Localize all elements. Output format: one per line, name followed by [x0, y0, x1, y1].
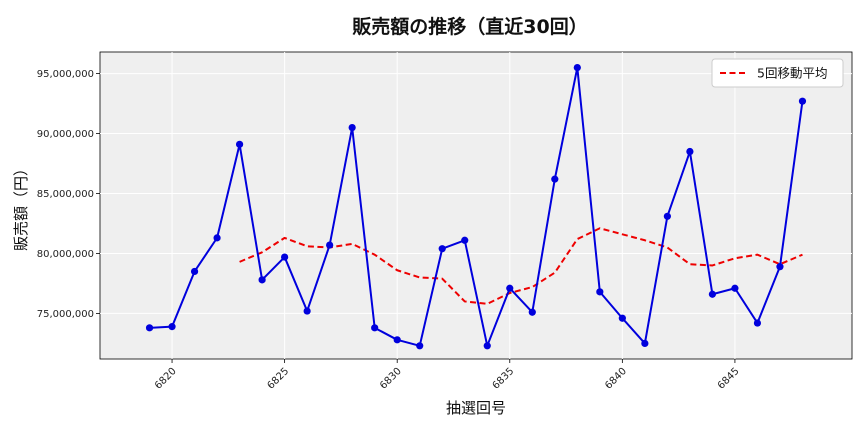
legend-label-moving-average: 5回移動平均: [757, 66, 827, 81]
sales-point: [573, 63, 581, 72]
sales-line: [149, 66, 804, 347]
sales-point: [281, 253, 289, 261]
sales-point: [506, 284, 514, 292]
sales-series: [145, 63, 807, 350]
sales-point: [641, 339, 649, 348]
sales-point: [731, 284, 739, 292]
sales-point: [483, 342, 491, 350]
sales-point: [235, 140, 244, 148]
sales-point: [168, 323, 176, 331]
legend: 5回移動平均: [711, 58, 844, 88]
sales-point: [213, 234, 221, 242]
sales-point: [145, 324, 154, 332]
sales-point: [551, 175, 559, 183]
sales-point: [708, 290, 717, 298]
y-tick-label: 90,000,000: [37, 129, 94, 140]
sales-point: [393, 336, 401, 344]
chart-title: 販売額の推移（直近30回）: [352, 15, 587, 38]
sales-point: [686, 147, 694, 156]
legend-box: [711, 58, 844, 88]
y-tick-label: 75,000,000: [37, 309, 94, 320]
y-axis: 75,000,000 80,000,000 85,000,000 90,000,000…: [37, 69, 100, 320]
sales-point: [326, 241, 334, 249]
x-axis-label: 抽選回号: [446, 399, 506, 417]
y-tick-label: 95,000,000: [37, 69, 94, 80]
sales-point: [416, 342, 424, 350]
sales-point: [596, 288, 604, 296]
sales-point: [618, 314, 626, 322]
y-axis-label: 販売額（円）: [12, 161, 30, 251]
sales-point: [348, 123, 356, 132]
sales-point: [663, 212, 671, 220]
sales-point: [753, 319, 762, 327]
sales-point: [371, 324, 379, 332]
sales-point: [303, 307, 311, 315]
sales-point: [190, 267, 199, 276]
sales-point: [776, 263, 784, 271]
sales-point: [528, 308, 536, 316]
y-tick-label: 85,000,000: [37, 189, 94, 200]
sales-point: [438, 245, 446, 253]
sales-point: [798, 97, 807, 105]
sales-point: [258, 276, 266, 284]
y-tick-label: 80,000,000: [37, 249, 94, 260]
sales-point: [461, 236, 469, 244]
